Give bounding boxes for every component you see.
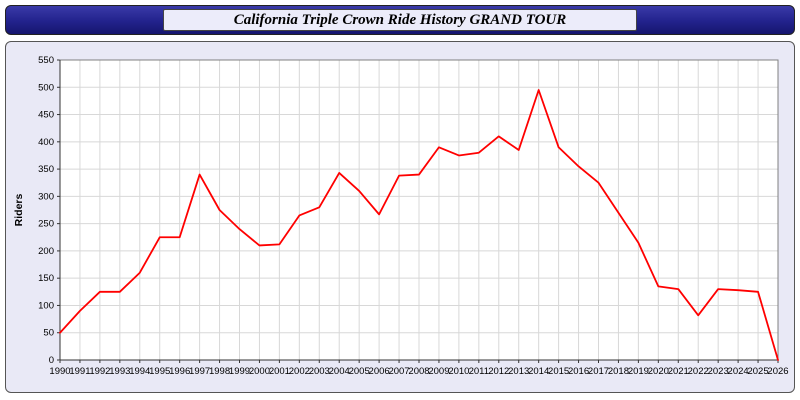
svg-text:400: 400 bbox=[38, 137, 54, 148]
svg-text:200: 200 bbox=[38, 246, 54, 257]
svg-text:250: 250 bbox=[38, 219, 54, 230]
svg-text:2012: 2012 bbox=[488, 366, 509, 377]
svg-text:2011: 2011 bbox=[469, 366, 489, 377]
chart-svg: 0501001502002503003504004505005501990199… bbox=[13, 55, 789, 377]
svg-text:1998: 1998 bbox=[209, 366, 230, 377]
svg-text:2005: 2005 bbox=[349, 366, 370, 377]
svg-text:0: 0 bbox=[49, 355, 54, 366]
svg-text:50: 50 bbox=[43, 328, 54, 339]
svg-text:2008: 2008 bbox=[408, 366, 429, 377]
svg-text:1991: 1991 bbox=[69, 366, 90, 377]
svg-text:1992: 1992 bbox=[89, 366, 110, 377]
svg-text:1996: 1996 bbox=[169, 366, 190, 377]
svg-text:2004: 2004 bbox=[329, 366, 350, 377]
svg-text:Riders: Riders bbox=[13, 194, 25, 227]
svg-text:2015: 2015 bbox=[548, 366, 569, 377]
svg-text:2020: 2020 bbox=[648, 366, 669, 377]
svg-text:2019: 2019 bbox=[628, 366, 649, 377]
svg-text:2013: 2013 bbox=[508, 366, 529, 377]
page-title: California Triple Crown Ride History GRA… bbox=[233, 12, 567, 28]
svg-text:2017: 2017 bbox=[588, 366, 609, 377]
title-box: California Triple Crown Ride History GRA… bbox=[162, 9, 638, 31]
svg-text:2022: 2022 bbox=[688, 366, 709, 377]
svg-text:2026: 2026 bbox=[767, 366, 788, 377]
svg-text:2009: 2009 bbox=[428, 366, 449, 377]
svg-text:2021: 2021 bbox=[668, 366, 689, 377]
svg-text:350: 350 bbox=[38, 164, 54, 175]
svg-text:450: 450 bbox=[38, 110, 54, 121]
svg-text:2016: 2016 bbox=[568, 366, 589, 377]
svg-text:2014: 2014 bbox=[528, 366, 549, 377]
svg-text:1999: 1999 bbox=[229, 366, 250, 377]
svg-text:1997: 1997 bbox=[189, 366, 210, 377]
svg-text:1993: 1993 bbox=[109, 366, 130, 377]
svg-text:2002: 2002 bbox=[289, 366, 310, 377]
svg-text:2024: 2024 bbox=[728, 366, 749, 377]
chart-panel: 0 50 100 150 200 250 300 350 400 450 500 550 1990 199… bbox=[5, 41, 795, 393]
svg-text:1994: 1994 bbox=[129, 366, 150, 377]
svg-text:550: 550 bbox=[38, 55, 54, 66]
svg-text:2025: 2025 bbox=[747, 366, 768, 377]
svg-text:2000: 2000 bbox=[249, 366, 270, 377]
svg-text:100: 100 bbox=[38, 300, 54, 311]
svg-text:2023: 2023 bbox=[708, 366, 729, 377]
svg-text:2007: 2007 bbox=[388, 366, 409, 377]
svg-text:2010: 2010 bbox=[448, 366, 469, 377]
svg-text:2001: 2001 bbox=[269, 366, 290, 377]
svg-text:2018: 2018 bbox=[608, 366, 629, 377]
svg-text:300: 300 bbox=[38, 191, 54, 202]
title-bar: California Triple Crown Ride History GRA… bbox=[5, 5, 795, 35]
svg-text:1990: 1990 bbox=[49, 366, 70, 377]
svg-text:1995: 1995 bbox=[149, 366, 170, 377]
svg-text:500: 500 bbox=[38, 82, 54, 93]
svg-text:150: 150 bbox=[38, 273, 54, 284]
svg-text:2003: 2003 bbox=[309, 366, 330, 377]
svg-text:2006: 2006 bbox=[369, 366, 390, 377]
